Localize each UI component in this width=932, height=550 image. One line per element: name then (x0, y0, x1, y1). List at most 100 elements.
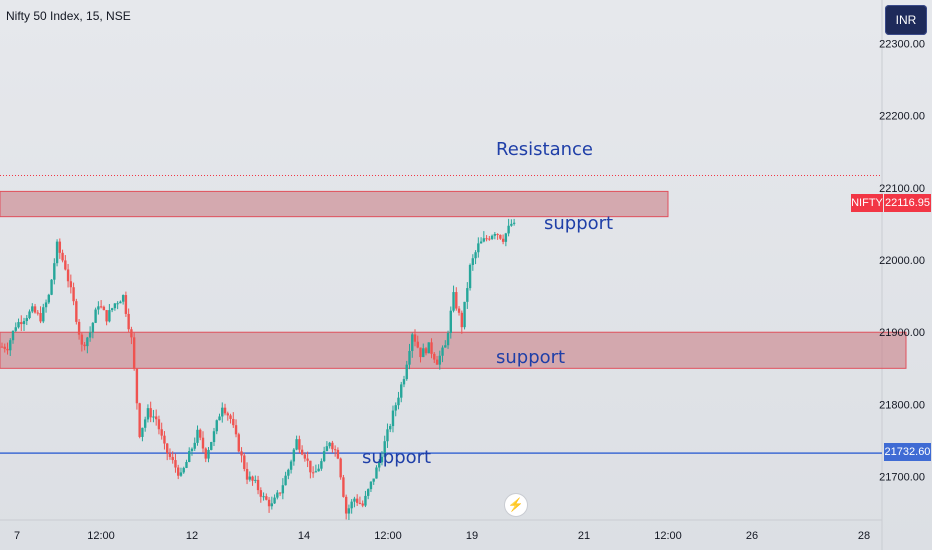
candle-body (496, 233, 499, 235)
candle-body (97, 306, 100, 310)
candle-body (402, 379, 406, 385)
candle-body (372, 478, 375, 482)
support-label-middle: support (496, 347, 566, 368)
y-tick-label: 22200.00 (879, 111, 925, 123)
candle-body (309, 460, 312, 473)
candle-body (413, 334, 417, 342)
candle-body (127, 313, 130, 330)
candle-body (64, 260, 67, 270)
candle-body (320, 461, 323, 469)
candle-body (501, 238, 505, 242)
candle-body (132, 337, 136, 369)
candle-body (215, 420, 218, 432)
candle-body (94, 309, 97, 323)
candle-body (336, 449, 340, 459)
candle-body (262, 496, 265, 498)
candle-body (146, 408, 150, 420)
candle-body (460, 312, 464, 328)
candle-body (221, 407, 224, 417)
candle-body (223, 407, 227, 414)
candle-body (9, 340, 12, 351)
candle-body (50, 279, 53, 295)
candle-body (243, 455, 246, 469)
candle-body (61, 252, 64, 261)
candle-body (105, 310, 108, 322)
candle-body (168, 453, 172, 457)
candle-body (405, 364, 408, 380)
candle-body (44, 302, 48, 308)
candle-body (212, 431, 216, 443)
candle-body (317, 468, 320, 472)
candle-body (287, 469, 290, 476)
candle-body (199, 429, 202, 438)
candle-body (331, 442, 334, 450)
candle-body (361, 503, 364, 506)
candle-body (154, 416, 158, 420)
candle-body (303, 454, 307, 459)
candle-body (369, 481, 373, 490)
candle-body (232, 418, 235, 426)
x-tick-label: 12:00 (374, 530, 402, 542)
candle-body (355, 498, 359, 503)
candle-body (226, 413, 229, 416)
candle-body (490, 235, 494, 239)
candle-body (482, 238, 486, 242)
symbol-tag: NIFTY (851, 194, 883, 212)
candle-body (342, 477, 345, 497)
candle-body (237, 434, 240, 452)
candle-body (135, 368, 139, 404)
candle-body (366, 489, 370, 496)
candle-body (347, 508, 351, 514)
lightning-icon[interactable]: ⚡ (505, 494, 527, 516)
candle-body (512, 222, 516, 224)
x-tick-label: 26 (746, 530, 758, 542)
candle-body (507, 225, 510, 234)
grid (0, 0, 883, 550)
candle-body (278, 492, 282, 494)
candle-body (339, 458, 342, 478)
candle-body (72, 287, 75, 302)
candle-body (33, 306, 37, 313)
candle-body (108, 310, 111, 322)
candle-body (119, 301, 122, 304)
candle-body (234, 425, 238, 435)
candle-body (256, 479, 260, 491)
candle-body (207, 449, 210, 459)
x-tick-label: 28 (858, 530, 870, 542)
candle-body (444, 345, 447, 348)
candle-body (267, 499, 271, 507)
candle-body (201, 437, 205, 449)
candle-body (391, 410, 395, 427)
candle-body (185, 461, 188, 468)
candle-body (102, 306, 106, 311)
candle-body (124, 295, 128, 314)
candle-body (188, 451, 191, 462)
x-tick-label: 12 (186, 530, 198, 542)
candle-body (99, 306, 103, 308)
candle-body (179, 472, 183, 476)
candle-body (152, 416, 155, 418)
candle-body (254, 479, 257, 481)
candle-body (69, 281, 73, 288)
x-tick-label: 19 (466, 530, 478, 542)
candle-body (86, 337, 89, 347)
x-tick-label: 12:00 (654, 530, 682, 542)
candle-body (284, 475, 287, 486)
candle-body (364, 495, 367, 506)
candle-body (141, 427, 144, 437)
candle-body (441, 347, 444, 356)
currency-button[interactable]: INR (885, 5, 927, 35)
last-price-tag: 22116.95 (884, 194, 931, 212)
candle-body (438, 355, 441, 365)
candle-body (91, 322, 95, 333)
candle-body (110, 308, 114, 311)
candle-body (386, 429, 389, 442)
candle-body (328, 442, 331, 447)
x-tick-label: 21 (578, 530, 590, 542)
candle-body (20, 322, 23, 325)
candle-body (80, 334, 84, 345)
candle-body (488, 238, 491, 240)
support-zones (0, 190, 907, 369)
y-tick-label: 21900.00 (879, 327, 925, 339)
